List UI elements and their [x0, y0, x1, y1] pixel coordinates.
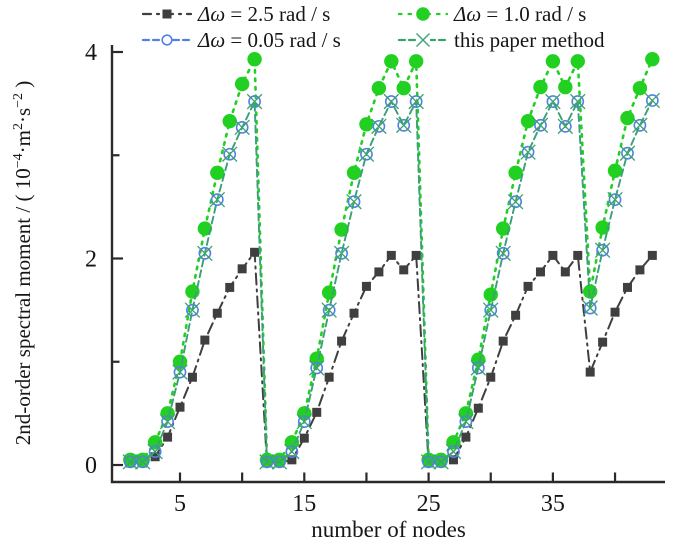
y-tick-label: 2: [85, 247, 97, 273]
series-line: [129, 98, 654, 463]
y-axis-title: 2nd-order spectral moment / ( 10−4·m2·s−…: [11, 81, 35, 446]
legend-sample-circle-icon: [398, 7, 448, 21]
legend-sample-square-icon: [142, 9, 192, 19]
legend-label: Δω = 0.05 rad / s: [198, 28, 341, 52]
legend-item-paper-method: this paper method: [398, 27, 604, 53]
legend: Δω = 2.5 rad / s Δω = 1.0 rad / s Δω = 0…: [142, 1, 604, 53]
x-tick-label: 35: [541, 491, 565, 517]
series-line: [129, 249, 654, 464]
series-line: [129, 98, 654, 463]
legend-label: Δω = 2.5 rad / s: [198, 2, 331, 26]
series-open-circle: [123, 94, 659, 469]
series-square: [125, 247, 657, 468]
x-tick-label: 5: [174, 491, 186, 517]
legend-label: Δω = 1.0 rad / s: [454, 2, 587, 26]
y-tick-label: 0: [85, 453, 97, 479]
x-tick-label: 25: [417, 491, 441, 517]
legend-sample-open-circle-icon: [142, 34, 192, 46]
legend-item-dw25: Δω = 2.5 rad / s: [142, 1, 398, 27]
y-tick-label: 4: [85, 40, 97, 66]
x-axis-title: number of nodes: [311, 517, 466, 542]
series-x: [122, 92, 661, 470]
legend-item-dw10: Δω = 1.0 rad / s: [398, 1, 604, 27]
legend-label: this paper method: [454, 28, 605, 52]
axes: 0 2 4 5 15 25 35 number of nodes 2nd-order spect…: [11, 40, 665, 542]
x-tick-label: 15: [292, 491, 316, 517]
legend-sample-x-icon: [398, 33, 448, 47]
legend-item-dw005: Δω = 0.05 rad / s: [142, 27, 398, 53]
